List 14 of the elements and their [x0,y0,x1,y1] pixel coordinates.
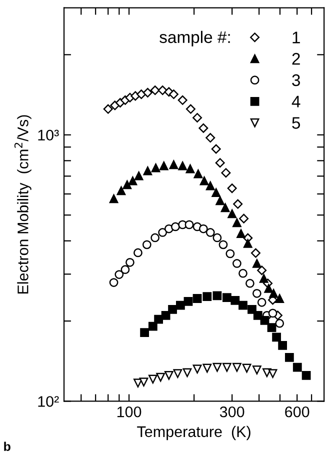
y-tick-label: 10³ [38,130,59,141]
x-axis-title: Temperature (K) [137,426,250,440]
legend-label: 1 [292,32,300,44]
x-tick-label: 600 [285,406,310,418]
legend-title: sample #: [160,30,230,46]
legend-label: 5 [292,117,300,129]
y-tick-label: 10² [38,396,59,407]
text: b [4,442,10,451]
legend-label: 4 [292,96,300,108]
legend-label: 3 [292,74,300,86]
legend-label: 2 [292,52,300,65]
y-axis-title: Electron Mobility (cm$^{2}$/Vs) [14,115,32,294]
x-tick-label: 300 [220,406,244,418]
x-tick-label: 100 [117,406,142,418]
